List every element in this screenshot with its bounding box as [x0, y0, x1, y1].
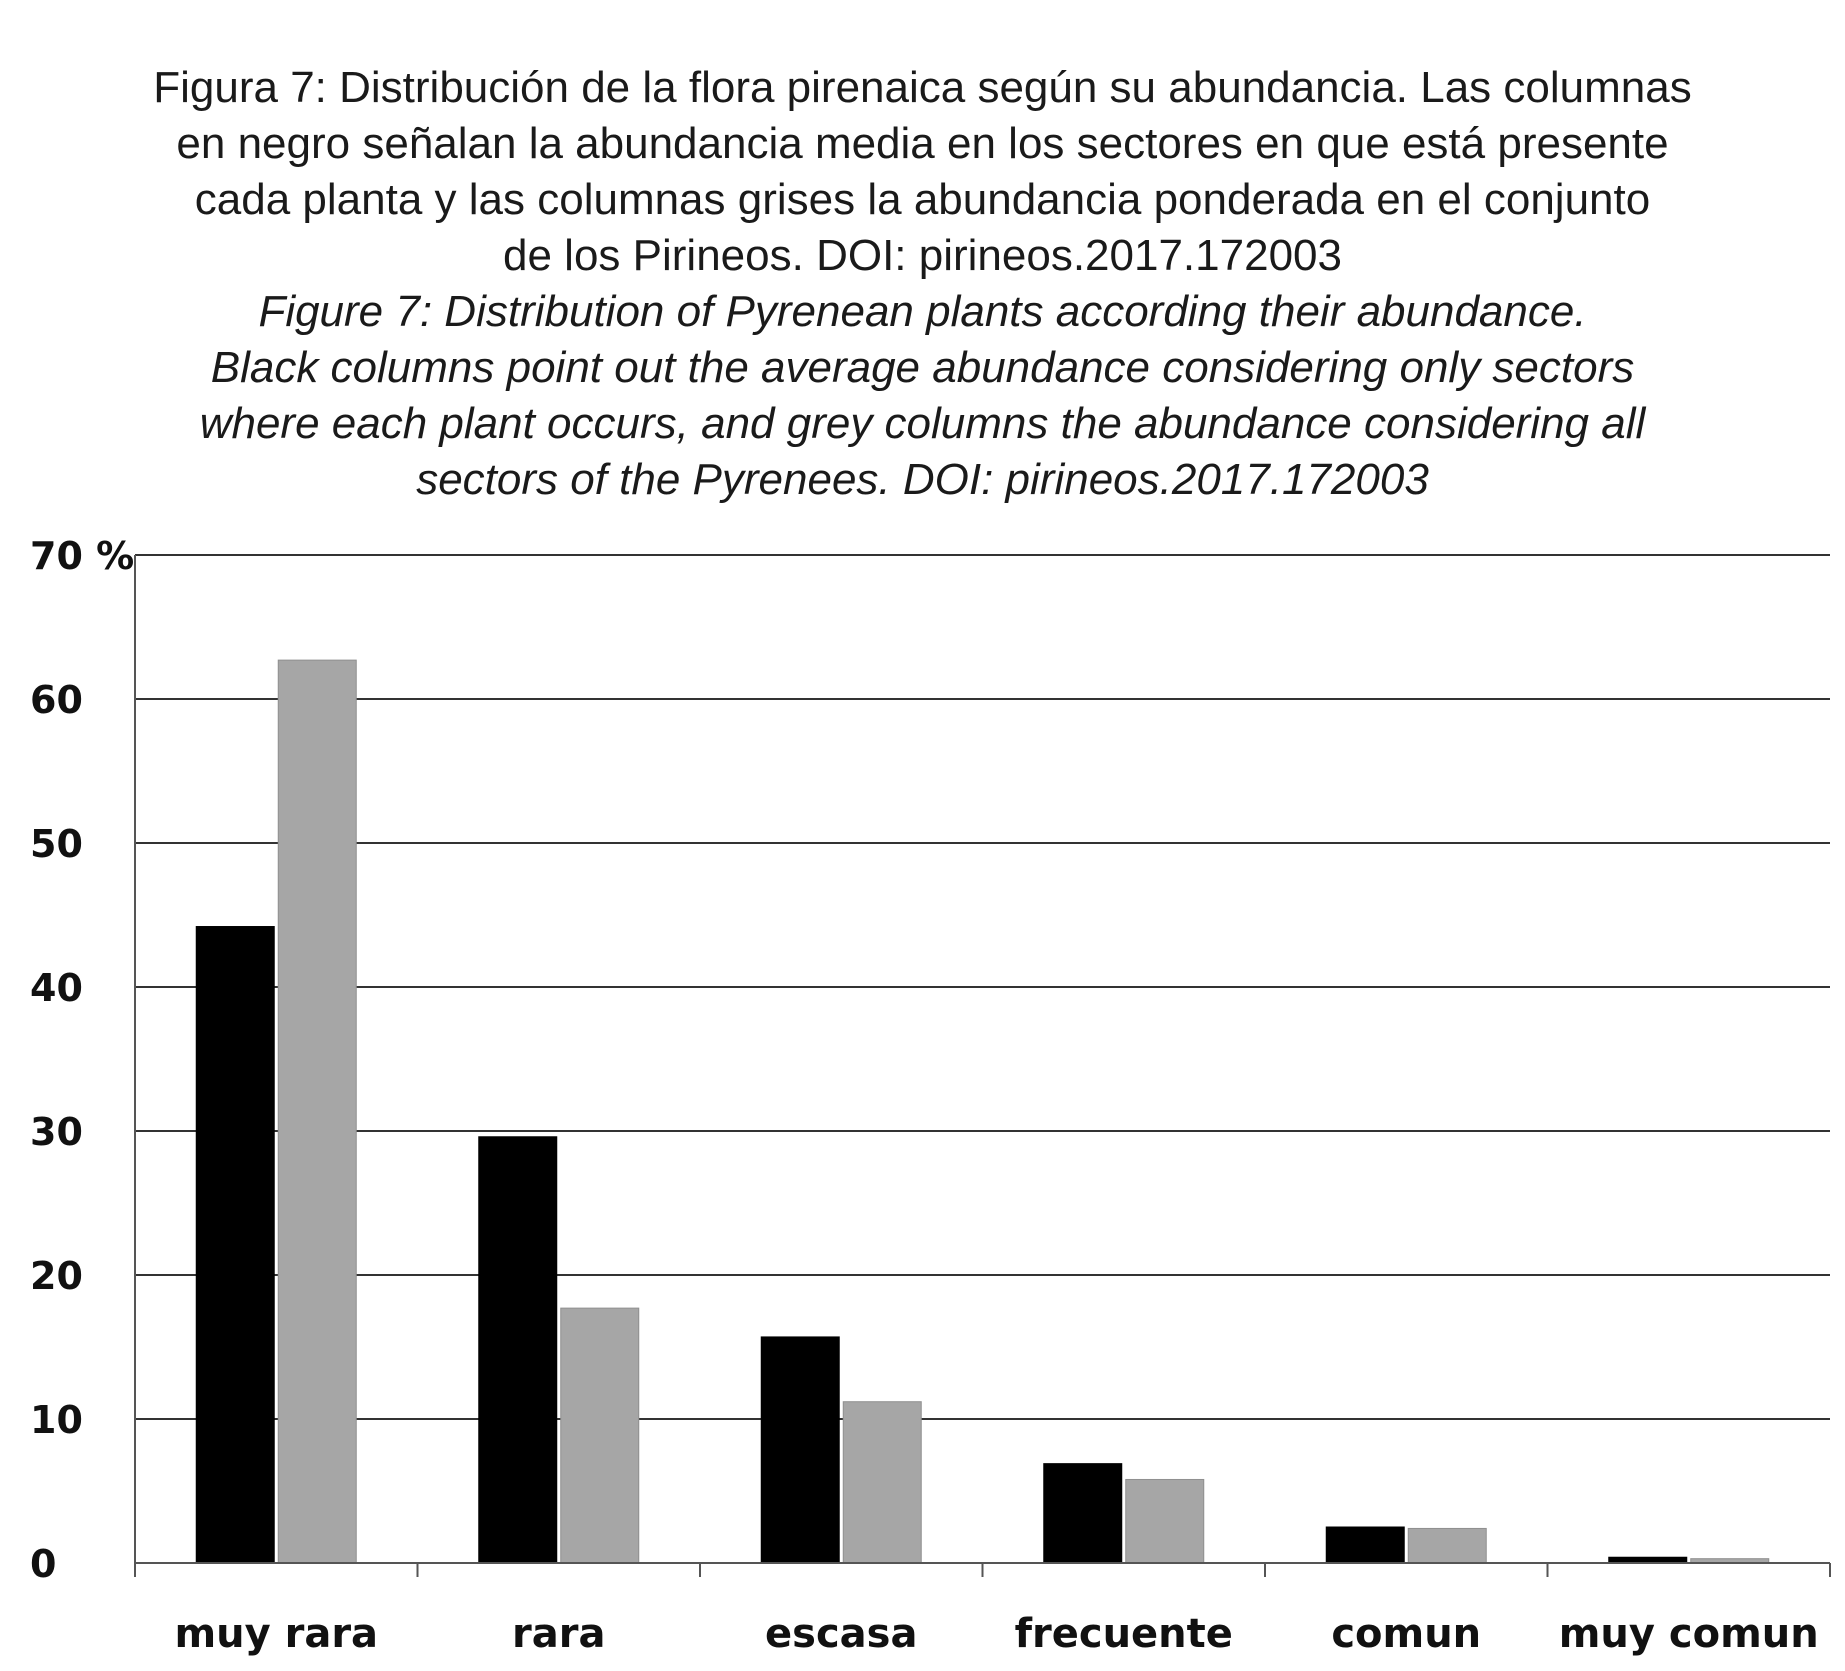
x-category-label: comun [1331, 1611, 1481, 1657]
caption-line: sectors of the Pyrenees. DOI: pirineos.2… [416, 455, 1429, 504]
bar-black [1325, 1526, 1405, 1564]
y-tick-label: 70 % [30, 534, 134, 578]
y-tick-label: 0 [30, 1542, 56, 1586]
x-category-label: rara [512, 1611, 605, 1657]
x-category-label: muy comun [1559, 1611, 1819, 1657]
caption-line: cada planta y las columnas grises la abu… [194, 175, 1651, 224]
caption-spanish: Figura 7: Distribución de la flora piren… [40, 60, 1805, 284]
bar-black [195, 926, 275, 1564]
bars [195, 659, 1770, 1564]
bar-grey [560, 1307, 640, 1564]
bar-grey [842, 1401, 922, 1564]
x-category-label: escasa [765, 1611, 917, 1657]
y-tick-label: 10 [30, 1398, 83, 1442]
x-category-label: muy rara [174, 1611, 378, 1657]
y-tick-label: 60 [30, 678, 83, 722]
bar-black [1043, 1463, 1123, 1564]
caption-english: Figure 7: Distribution of Pyrenean plant… [40, 284, 1805, 508]
y-tick-label: 30 [30, 1110, 83, 1154]
caption-line: Black columns point out the average abun… [210, 343, 1635, 392]
axes [134, 555, 1831, 1577]
caption-line: de los Pirineos. DOI: pirineos.2017.1720… [503, 231, 1342, 280]
bar-black [760, 1336, 840, 1564]
y-tick-label: 50 [30, 822, 83, 866]
gridlines [135, 554, 1830, 1420]
caption-line: en negro señalan la abundancia media en … [176, 119, 1669, 168]
caption-line: Figure 7: Distribution of Pyrenean plant… [258, 287, 1587, 336]
bar-black [478, 1136, 558, 1564]
caption-line: where each plant occurs, and grey column… [199, 399, 1646, 448]
bar-grey [1407, 1527, 1487, 1564]
bar-grey [1125, 1478, 1205, 1564]
y-tick-label: 20 [30, 1254, 83, 1298]
axis-labels: 0 10 20 30 40 50 60 70 % muy rara rara escasa frecu… [30, 534, 1819, 1657]
bar-grey [277, 659, 357, 1564]
x-category-label: frecuente [1015, 1611, 1233, 1657]
caption-line: Figura 7: Distribución de la flora piren… [153, 63, 1692, 112]
y-tick-label: 40 [30, 966, 83, 1010]
